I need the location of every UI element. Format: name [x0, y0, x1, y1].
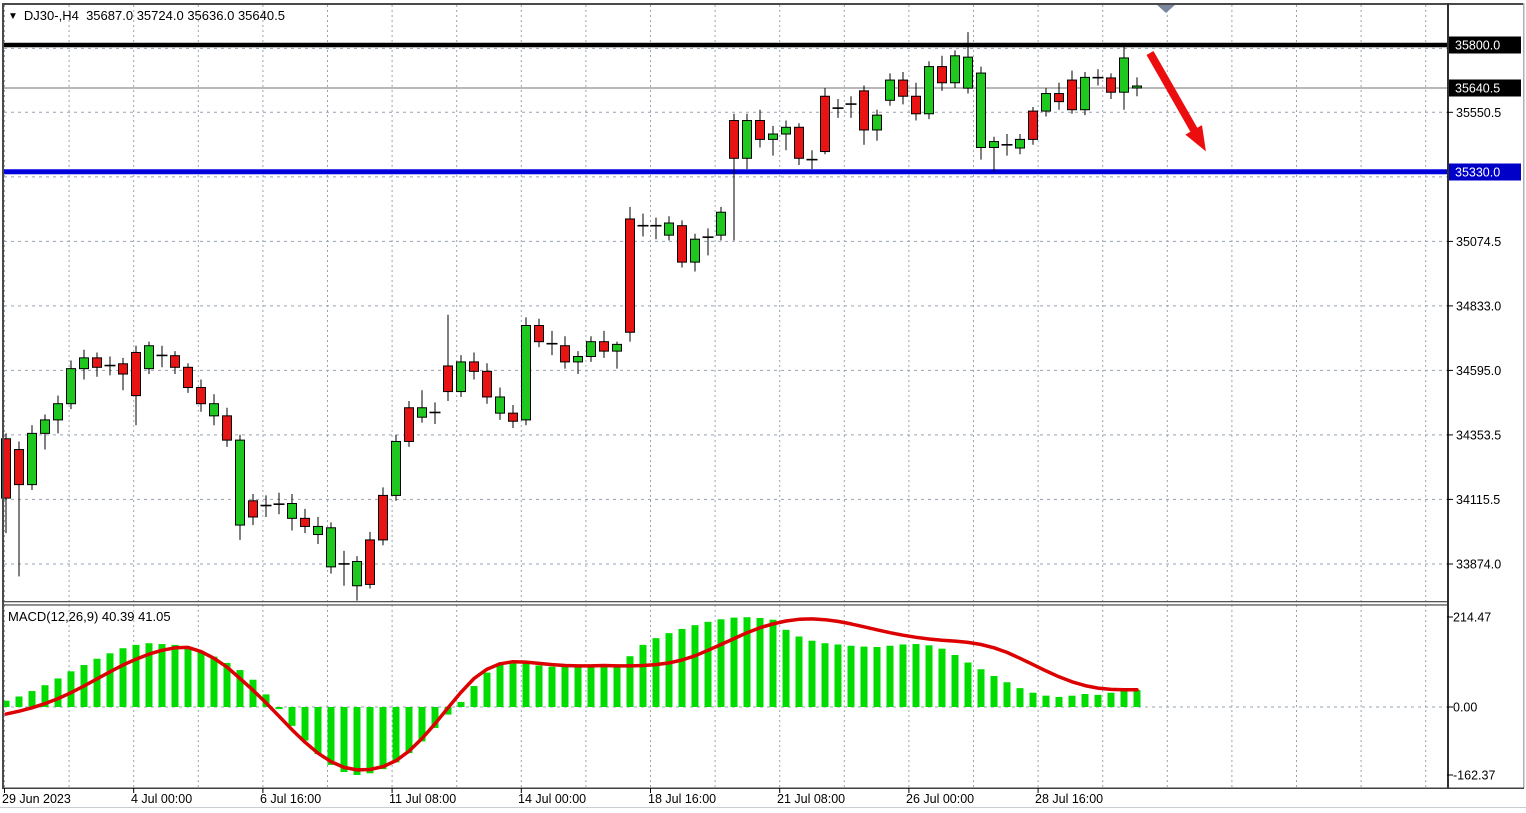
- time-axis-label: 29 Jun 2023: [2, 792, 71, 806]
- ohlc-high: 35724.0: [136, 8, 184, 23]
- symbol-dropdown-icon[interactable]: ▼: [8, 11, 18, 22]
- candlesticks: [1, 32, 1142, 601]
- macd-axis-label: -162.37: [1453, 769, 1495, 783]
- autoscroll-marker-icon[interactable]: [1156, 4, 1176, 13]
- price-axis: 35550.5 35074.5 34833.0 34595.0 34353.5 34115…: [1447, 36, 1521, 572]
- down-arrow-annotation[interactable]: [1146, 51, 1206, 152]
- time-axis-label: 14 Jul 00:00: [518, 792, 586, 806]
- macd-axis-label: 0.00: [1453, 701, 1477, 715]
- price-axis-label: 34833.0: [1456, 299, 1501, 313]
- macd-axis-label: 214.47: [1453, 611, 1491, 625]
- price-axis-label: 35550.5: [1456, 106, 1501, 120]
- resistance-line-price-box: [1449, 36, 1521, 54]
- support-line-price-label: 35330.0: [1455, 166, 1500, 180]
- window-borders: [0, 3, 1526, 808]
- support-line[interactable]: [4, 169, 1447, 175]
- time-axis-label: 11 Jul 08:00: [389, 792, 456, 806]
- time-axis-label: 28 Jul 16:00: [1035, 792, 1103, 806]
- resistance-line-price-label: 35800.0: [1455, 39, 1500, 53]
- support-line-price-box: [1449, 163, 1521, 181]
- symbol-timeframe: DJ30-,H4: [23, 8, 79, 23]
- current-price-box: [1449, 79, 1521, 97]
- ohlc-low: 35636.0: [187, 8, 235, 23]
- price-axis-label: 33874.0: [1456, 558, 1501, 572]
- macd-axis: 214.47 0.00 -162.37: [1447, 611, 1495, 783]
- time-axis-label: 4 Jul 00:00: [131, 792, 192, 806]
- price-axis-label: 34353.5: [1456, 428, 1501, 442]
- time-axis-label: 26 Jul 00:00: [906, 792, 974, 806]
- time-axis-label: 21 Jul 08:00: [777, 792, 845, 806]
- resistance-line[interactable]: [4, 42, 1447, 48]
- main-gridlines: [4, 5, 1447, 601]
- price-axis-label: 35074.5: [1456, 235, 1501, 249]
- macd-gridlines: [4, 605, 1447, 787]
- current-price-label: 35640.5: [1455, 82, 1500, 96]
- time-axis: 29 Jun 2023 4 Jul 00:00 6 Jul 16:00 11 Jul …: [2, 788, 1103, 806]
- macd-signal-line: [4, 617, 1139, 772]
- price-axis-label: 34115.5: [1456, 493, 1500, 507]
- macd-indicator-label: MACD(12,26,9) 40.39 41.05: [8, 609, 171, 624]
- time-axis-label: 6 Jul 16:00: [260, 792, 321, 806]
- time-axis-label: 18 Jul 16:00: [648, 792, 716, 806]
- ohlc-close: 35640.5: [237, 8, 285, 23]
- ohlc-open: 35687.0: [86, 8, 134, 23]
- price-axis-label: 34595.0: [1456, 364, 1501, 378]
- ohlc-title-bar: ▼ DJ30-,H4 35687.0 35724.0 35636.0 35640.…: [8, 8, 285, 38]
